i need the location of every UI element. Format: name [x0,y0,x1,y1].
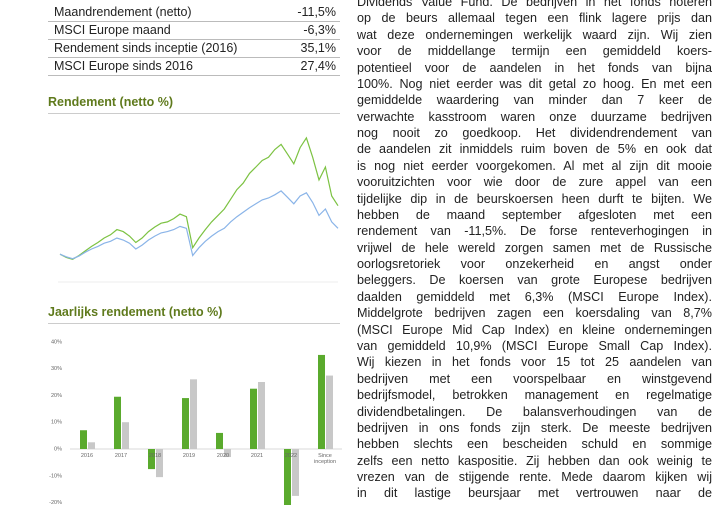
line-series [59,190,339,260]
text-line: Dividends Value Fund. De bedrijven in he… [357,0,712,9]
cell-value: -11,5% [297,5,336,19]
table-row: MSCI Europe sinds 2016 27,4% [48,57,340,76]
bar [190,379,197,449]
bar [292,449,299,496]
text-line: potentieel voor de aandelen in het fonds… [357,60,712,75]
text-line: op de beurs allemaal tegen een flink lag… [357,11,712,26]
bar [156,449,163,478]
line-chart-title: Rendement (netto %) [48,95,173,109]
text-line: rendement van -11,5%. De forse renteverh… [357,224,712,239]
text-line: bedrijfsmodel, betrokken management en r… [357,388,712,403]
x-tick-label: 2018 [148,453,162,459]
bar [224,449,231,458]
text-line: zelfs een netto kaspositie. Zij hebben d… [357,453,712,468]
text-line: de aandelen zit inmiddels ruim boven de … [357,142,712,157]
text-line: vooruitzichten voor wie door de zure app… [357,175,712,190]
table-row: MSCI Europe maand -6,3% [48,21,340,40]
bar [258,382,265,449]
line-series [59,136,339,260]
bar [284,449,291,505]
text-line: voor de middellange termijn een gemiddel… [357,44,712,59]
text-line: dividendbetalingen. De balansverhoudinge… [357,404,712,419]
bar [114,396,121,449]
bar [88,442,95,449]
x-tick-label: 2019 [182,453,196,459]
text-line: bedrijven in ons fonds zijn sterk. De me… [357,420,712,435]
bar [80,430,87,449]
y-tick-label: 40% [51,339,62,345]
text-line: gemiddelde waardering van minder dan 7 k… [357,93,712,108]
cell-value: 35,1% [300,41,336,55]
text-line: daalden gemiddeld met 6,3% (MSCI Europe … [357,289,712,304]
bar [216,432,223,449]
y-tick-label: 10% [51,420,62,426]
section-rule [48,113,340,114]
text-line: oorlogsretoriek voor onzekerheid en angs… [357,257,712,272]
text-line: tijdelijke dip in de beurskoersen heen d… [357,191,712,206]
text-line: (MSCI Europe Mid Cap Index) en kleine on… [357,322,712,337]
text-line: van gemiddeld 10,9% (MSCI Europe Small C… [357,338,712,353]
y-tick-label: 0% [54,446,62,452]
y-tick-label: -20% [49,500,62,505]
x-tick-label: 2022 [284,453,298,459]
table-row: Maandrendement (netto) -11,5% [48,3,340,22]
text-line: Wij kiezen in het fonds voor 15 tot 25 a… [357,355,712,370]
y-tick-label: 20% [51,393,62,399]
bar [182,398,189,449]
bar [122,422,129,449]
bar [250,388,257,449]
text-line: wat deze ondernemingen werkelijk waard z… [357,27,712,42]
text-line: vrezen van de stijgende rente. Mede daar… [357,470,712,485]
bar-chart-title: Jaarlijks rendement (netto %) [48,305,223,319]
table-row: Rendement sinds inceptie (2016) 35,1% [48,39,340,58]
text-line: Middelgrote bedrijven zagen een koersdal… [357,306,712,321]
text-line: verwachte kasstroom waren onze duurzame … [357,109,712,124]
x-tick-label: 2017 [114,453,128,459]
text-line: in dit lastige beursjaar met vertrouwen … [357,486,712,501]
text-line: nog nooit zo goedkoop. Het dividendrende… [357,126,712,141]
text-line: is nog niet eerder voorgekomen. Al met a… [357,158,712,173]
section-rule [48,323,340,324]
x-tick-label: 2021 [250,453,264,459]
cell-label: Rendement sinds inceptie (2016) [54,41,238,55]
x-tick-label: 2016 [80,453,94,459]
x-tick-label: Since inception [313,453,337,465]
text-line: hebben de maand september afgesloten met… [357,207,712,222]
bar [148,449,155,470]
x-tick-label: 2020 [216,453,230,459]
bar [318,354,325,449]
text-line: bedrijven met een voorspelbaar en winstg… [357,371,712,386]
cell-label: MSCI Europe sinds 2016 [54,59,193,73]
text-line: beleggers. De koersen van grote Europese… [357,273,712,288]
cell-value: 27,4% [300,59,336,73]
bar [326,375,333,449]
text-line: 100%. Nog niet eerder was dit getal zo h… [357,76,712,91]
y-tick-label: -10% [49,473,62,479]
cell-value: -6,3% [303,23,336,37]
cell-label: MSCI Europe maand [54,23,171,37]
y-tick-label: 30% [51,366,62,372]
cell-label: Maandrendement (netto) [54,5,192,19]
text-line: hebben slechts een bescheiden schuld en … [357,437,712,452]
text-line: vrijwel de hele wereld zorgen samen met … [357,240,712,255]
